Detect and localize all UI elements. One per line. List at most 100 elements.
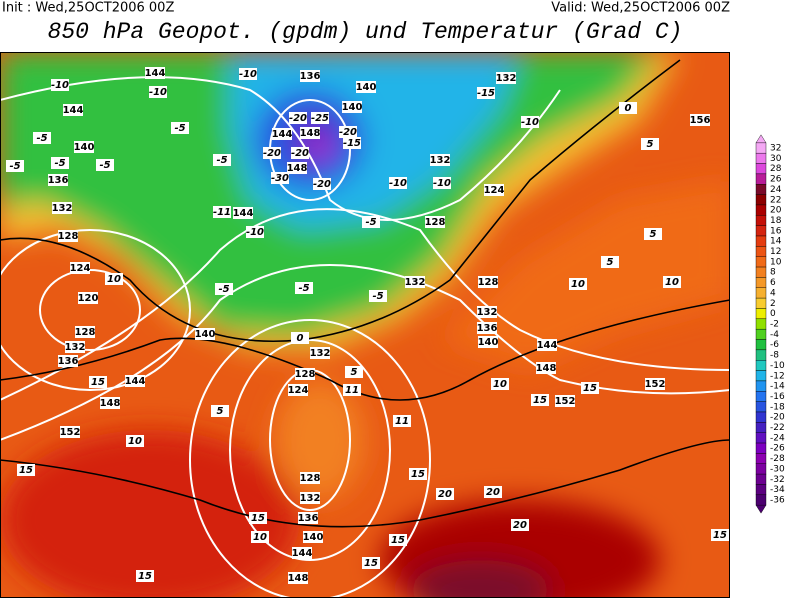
geopotential-label-bg xyxy=(477,306,497,318)
colorbar-swatch xyxy=(755,204,767,216)
temperature-label: -10 xyxy=(521,117,539,128)
geopotential-label: 156 xyxy=(690,115,711,126)
colorbar-label: 24 xyxy=(770,185,782,195)
temperature-label: -5 xyxy=(218,284,229,295)
geopotential-label: 128 xyxy=(478,277,499,288)
temperature-label: 10 xyxy=(493,379,507,390)
geopotential-label-bg xyxy=(74,141,94,153)
geopotential-label: 128 xyxy=(425,217,446,228)
temperature-label-bg xyxy=(343,384,361,396)
colorbar-swatch xyxy=(755,453,767,464)
temperature-label-bg xyxy=(211,405,229,417)
geopotential-label: 152 xyxy=(60,427,81,438)
geopotential-label: 132 xyxy=(310,348,331,359)
colorbar-label: 16 xyxy=(770,226,782,236)
temperature-label-bg xyxy=(6,160,24,172)
geopotential-label: 144 xyxy=(537,340,558,351)
geopotential-label-bg xyxy=(300,472,320,484)
temperature-label-bg xyxy=(641,138,659,150)
geopotential-label-bg xyxy=(63,104,83,116)
colorbar-label: -8 xyxy=(770,351,779,361)
temperature-label: 10 xyxy=(128,436,142,447)
temperature-label: 15 xyxy=(364,558,378,569)
colorbar-label: -12 xyxy=(770,371,785,381)
temperature-label-bg xyxy=(246,226,264,238)
temperature-label-bg xyxy=(126,435,144,447)
temperature-label-bg xyxy=(389,177,407,189)
geopotential-label-bg xyxy=(295,368,315,380)
init-label: Init : Wed,25OCT2006 00Z xyxy=(2,1,174,16)
temperature-label-bg xyxy=(436,488,454,500)
temperature-label-bg xyxy=(345,366,363,378)
geopotential-label: 144 xyxy=(292,548,313,559)
temperature-label: 15 xyxy=(138,571,152,582)
geopotential-label: 132 xyxy=(477,307,498,318)
temperature-label-bg xyxy=(249,512,267,524)
temperature-label: -30 xyxy=(271,173,289,184)
colorbar-label: 4 xyxy=(770,288,776,298)
geopotential-label: 132 xyxy=(496,73,517,84)
colorbar-swatch xyxy=(755,349,767,361)
colorbar-swatch xyxy=(755,380,767,392)
colorbar-swatch xyxy=(755,360,767,371)
geopotential-label: 144 xyxy=(272,129,293,140)
geopotential-label-bg xyxy=(233,207,253,219)
geopotential-label: 140 xyxy=(342,102,363,113)
temperature-label-bg xyxy=(343,137,361,149)
geopotential-label: 128 xyxy=(75,327,96,338)
geopotential-label: 152 xyxy=(645,379,666,390)
temperature-label-bg xyxy=(433,177,451,189)
colorbar-swatch xyxy=(755,152,767,164)
temperature-label: 5 xyxy=(607,257,614,268)
colorbar-swatch xyxy=(755,463,767,475)
temperature-label-bg xyxy=(531,394,549,406)
temperature-label: 20 xyxy=(513,520,527,531)
temperature-label-bg xyxy=(263,147,281,159)
temperature-label-bg xyxy=(362,216,380,228)
temperature-label-bg xyxy=(484,486,502,498)
colorbar-swatch xyxy=(755,422,767,433)
temperature-label-bg xyxy=(136,570,154,582)
colorbar-swatch xyxy=(755,328,767,340)
geopotential-label: 140 xyxy=(478,337,499,348)
geopotential-label: 140 xyxy=(74,142,95,153)
geopotential-label: 144 xyxy=(125,376,146,387)
colorbar-swatch xyxy=(755,184,767,195)
temperature-label-bg xyxy=(105,273,123,285)
temperature-label: 20 xyxy=(486,487,500,498)
temperature-label-bg xyxy=(409,468,427,480)
temperature-label: 5 xyxy=(217,406,224,417)
geopotential-label-bg xyxy=(125,375,145,387)
geopotential-label: 144 xyxy=(63,105,84,116)
geopotential-label-bg xyxy=(288,384,308,396)
geopotential-label: 148 xyxy=(100,398,121,409)
temperature-label-bg xyxy=(569,278,587,290)
temperature-label-bg xyxy=(369,290,387,302)
colorbar-swatch xyxy=(755,432,767,444)
geopotential-label: 140 xyxy=(356,82,377,93)
temperature-label: 15 xyxy=(391,535,405,546)
geopotential-label: 132 xyxy=(405,277,426,288)
temperature-label: 15 xyxy=(411,469,425,480)
colorbar-swatch xyxy=(755,194,767,206)
temperature-label-bg xyxy=(149,86,167,98)
temperature-label-bg xyxy=(213,206,231,218)
geopotential-label-bg xyxy=(288,572,308,584)
colorbar-label: 2 xyxy=(770,299,776,309)
temperature-label: 10 xyxy=(107,274,121,285)
colorbar-swatch xyxy=(755,391,767,402)
temperature-label: -20 xyxy=(313,179,331,190)
colorbar-swatch xyxy=(755,297,767,309)
geopotential-label: 136 xyxy=(48,175,69,186)
colorbar-label: -22 xyxy=(770,423,785,433)
temperature-label: 15 xyxy=(583,383,597,394)
geopotential-label-bg xyxy=(478,336,498,348)
colorbar-label: 0 xyxy=(770,309,776,319)
temperature-label-bg xyxy=(521,116,539,128)
geopotential-label: 152 xyxy=(555,396,576,407)
temperature-label: -20 xyxy=(263,148,281,159)
temperature-label: -5 xyxy=(365,217,376,228)
temperature-label-bg xyxy=(491,378,509,390)
geopotential-label-bg xyxy=(690,114,710,126)
